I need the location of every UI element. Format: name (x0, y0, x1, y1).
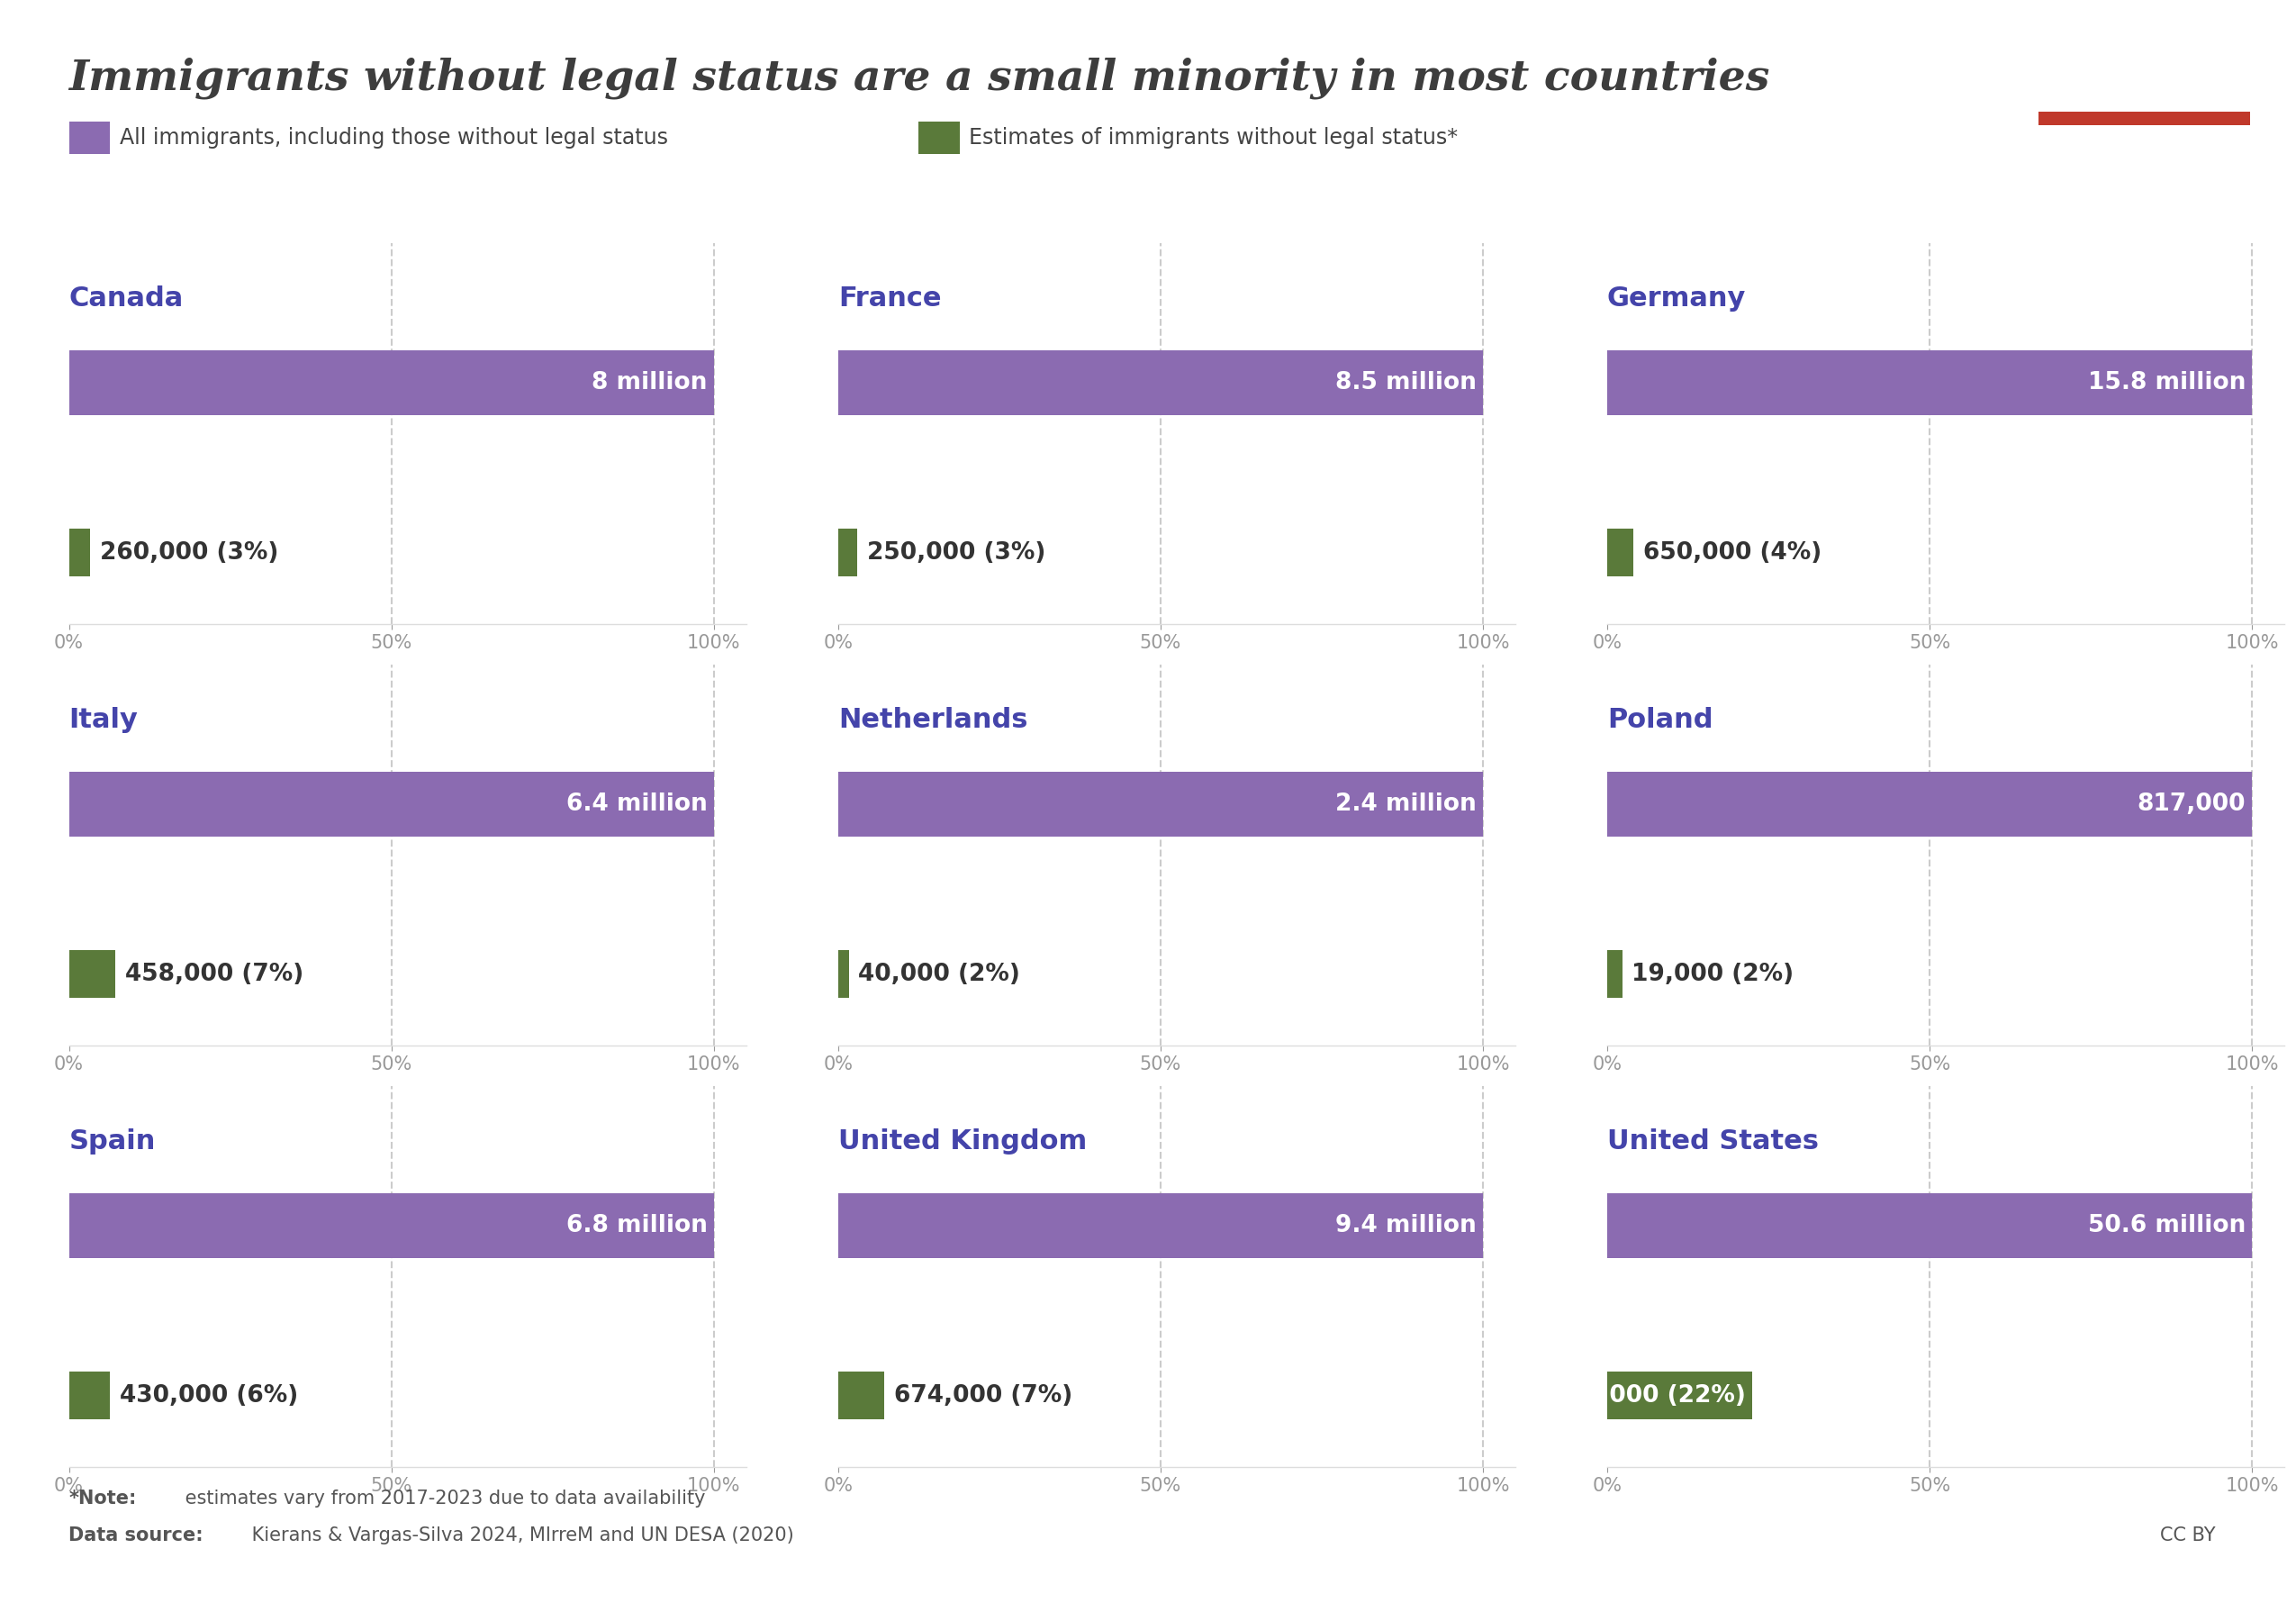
Bar (69, 1371, 110, 1420)
Text: CC BY: CC BY (2161, 1527, 2216, 1545)
Text: 19,000 (2%): 19,000 (2%) (1632, 963, 1793, 986)
Text: 650,000 (4%): 650,000 (4%) (1644, 541, 1823, 564)
Bar (69, 950, 115, 999)
Text: 8.5 million: 8.5 million (1336, 371, 1476, 394)
Text: Data source:: Data source: (69, 1527, 204, 1545)
Bar (1607, 950, 1623, 999)
Text: Kierans & Vargas-Silva 2024, MIrreM and UN DESA (2020): Kierans & Vargas-Silva 2024, MIrreM and … (246, 1527, 794, 1545)
Text: 6.4 million: 6.4 million (567, 793, 707, 815)
Text: 430,000 (6%): 430,000 (6%) (119, 1384, 298, 1407)
Bar (838, 528, 856, 577)
Bar (838, 950, 850, 999)
Bar (69, 528, 90, 577)
Bar (1607, 772, 2252, 836)
Text: 2.4 million: 2.4 million (1336, 793, 1476, 815)
Text: 15.8 million: 15.8 million (2087, 371, 2245, 394)
Text: All immigrants, including those without legal status: All immigrants, including those without … (119, 126, 668, 149)
Text: *Note:: *Note: (69, 1490, 138, 1508)
Text: 817,000: 817,000 (2138, 793, 2245, 815)
Bar (1607, 1193, 2252, 1258)
Text: 260,000 (3%): 260,000 (3%) (99, 541, 278, 564)
Text: Poland: Poland (1607, 707, 1713, 733)
Bar (838, 1371, 884, 1420)
Text: Canada: Canada (69, 285, 184, 311)
Bar (69, 1193, 714, 1258)
Text: Our World: Our World (2092, 36, 2197, 55)
Text: 11,350,000 (22%): 11,350,000 (22%) (1508, 1384, 1745, 1407)
Bar (69, 772, 714, 836)
Text: France: France (838, 285, 941, 311)
Text: 6.8 million: 6.8 million (567, 1214, 707, 1237)
Bar (1607, 528, 1635, 577)
Text: 9.4 million: 9.4 million (1336, 1214, 1476, 1237)
Text: Spain: Spain (69, 1128, 156, 1154)
Text: 40,000 (2%): 40,000 (2%) (859, 963, 1019, 986)
Bar (838, 350, 1483, 415)
Text: Germany: Germany (1607, 285, 1747, 311)
Text: 8 million: 8 million (592, 371, 707, 394)
Bar (838, 772, 1483, 836)
Text: United States: United States (1607, 1128, 1818, 1154)
Text: 458,000 (7%): 458,000 (7%) (124, 963, 303, 986)
Bar (1607, 350, 2252, 415)
Text: Immigrants without legal status are a small minority in most countries: Immigrants without legal status are a sm… (69, 57, 1770, 99)
Bar (2039, 112, 2250, 125)
Text: 674,000 (7%): 674,000 (7%) (893, 1384, 1072, 1407)
Text: Italy: Italy (69, 707, 138, 733)
Bar (1607, 1371, 1752, 1420)
Text: estimates vary from 2017-2023 due to data availability: estimates vary from 2017-2023 due to dat… (179, 1490, 705, 1508)
Text: in Data: in Data (2105, 71, 2183, 89)
Bar (838, 1193, 1483, 1258)
Text: Estimates of immigrants without legal status*: Estimates of immigrants without legal st… (969, 126, 1458, 149)
Text: United Kingdom: United Kingdom (838, 1128, 1086, 1154)
Text: Netherlands: Netherlands (838, 707, 1029, 733)
Bar (69, 350, 714, 415)
Text: 250,000 (3%): 250,000 (3%) (866, 541, 1045, 564)
Text: 50.6 million: 50.6 million (2087, 1214, 2245, 1237)
